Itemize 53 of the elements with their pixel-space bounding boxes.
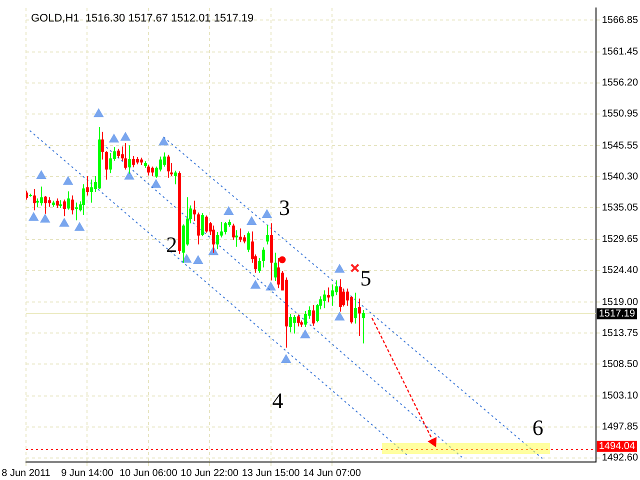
point [334, 312, 344, 321]
y-tick-label: 1497.85 [602, 422, 638, 433]
annotation: 5 [360, 265, 372, 290]
y-tick-label: 1513.75 [602, 328, 638, 339]
point [151, 179, 161, 188]
annotation: 3 [278, 194, 290, 220]
y-tick-label: 1529.65 [602, 234, 638, 246]
point [59, 218, 70, 227]
x-tick-label: 14 Jun 07:00 [303, 468, 362, 479]
point [36, 170, 46, 180]
x-tick-label: 8 Jun 2011 [2, 468, 51, 479]
ref-line-label: 1494.04 [598, 441, 636, 452]
point [120, 132, 130, 141]
y-tick-label: 1492.60 [602, 452, 638, 464]
point [94, 108, 104, 118]
point [63, 176, 73, 185]
y-tick-label: 1503.10 [602, 390, 638, 402]
point [266, 282, 276, 290]
point [246, 216, 256, 226]
point [262, 209, 272, 218]
x-tick-label: 10 Jun 06:00 [119, 468, 178, 479]
y-tick-label: 1540.30 [602, 171, 638, 182]
annotation: 6 [532, 415, 544, 440]
x-tick-label: 13 Jun 15:00 [242, 468, 300, 479]
y-tick-label: 1519.00 [602, 296, 638, 308]
y-tick-label: 1524.40 [602, 265, 638, 276]
x-tick-label: 10 Jun 22:00 [180, 468, 239, 479]
point [278, 256, 286, 264]
y-tick-label: 1550.95 [602, 108, 638, 120]
y-tick-label: 1535.05 [602, 202, 638, 214]
y-tick-label: 1556.20 [602, 78, 638, 89]
annotation: 4 [272, 388, 284, 413]
point [334, 264, 344, 273]
y-tick-label: 1545.55 [602, 140, 638, 152]
point [300, 330, 310, 338]
point [40, 214, 50, 223]
point [350, 263, 360, 273]
point [281, 354, 291, 363]
point [193, 255, 203, 264]
y-tick-label: 1566.85 [602, 14, 638, 26]
point [109, 134, 119, 142]
point [250, 280, 260, 289]
annotation: 2 [166, 232, 178, 258]
point [224, 206, 234, 216]
point [28, 212, 38, 221]
chart-title: GOLD,H1 1516.30 1517.67 1512.01 1517.19 [31, 12, 254, 25]
x-tick-label: 9 Jun 14:00 [61, 468, 114, 479]
point [158, 136, 169, 146]
y-tick-label: 1508.50 [602, 358, 638, 370]
y-tick-label: 1561.45 [602, 46, 638, 58]
point [74, 222, 84, 231]
ref-line-label: 1517.19 [598, 308, 636, 320]
point [124, 171, 134, 180]
